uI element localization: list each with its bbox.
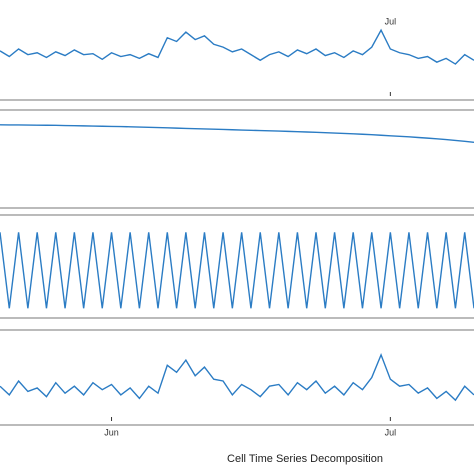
x-tick-label: Jul (385, 16, 397, 26)
series-line (0, 28, 474, 65)
panel-frame (0, 214, 474, 319)
x-tick-label: Jun (104, 427, 119, 437)
x-tick-label: Jul (385, 427, 397, 437)
panel-frame (0, 329, 474, 426)
series-line (0, 352, 474, 402)
series-line (0, 124, 474, 144)
series-line (0, 232, 474, 309)
caption: Cell Time Series Decomposition (227, 453, 383, 465)
panel-frame (0, 109, 474, 209)
panel-frame (0, 99, 474, 101)
